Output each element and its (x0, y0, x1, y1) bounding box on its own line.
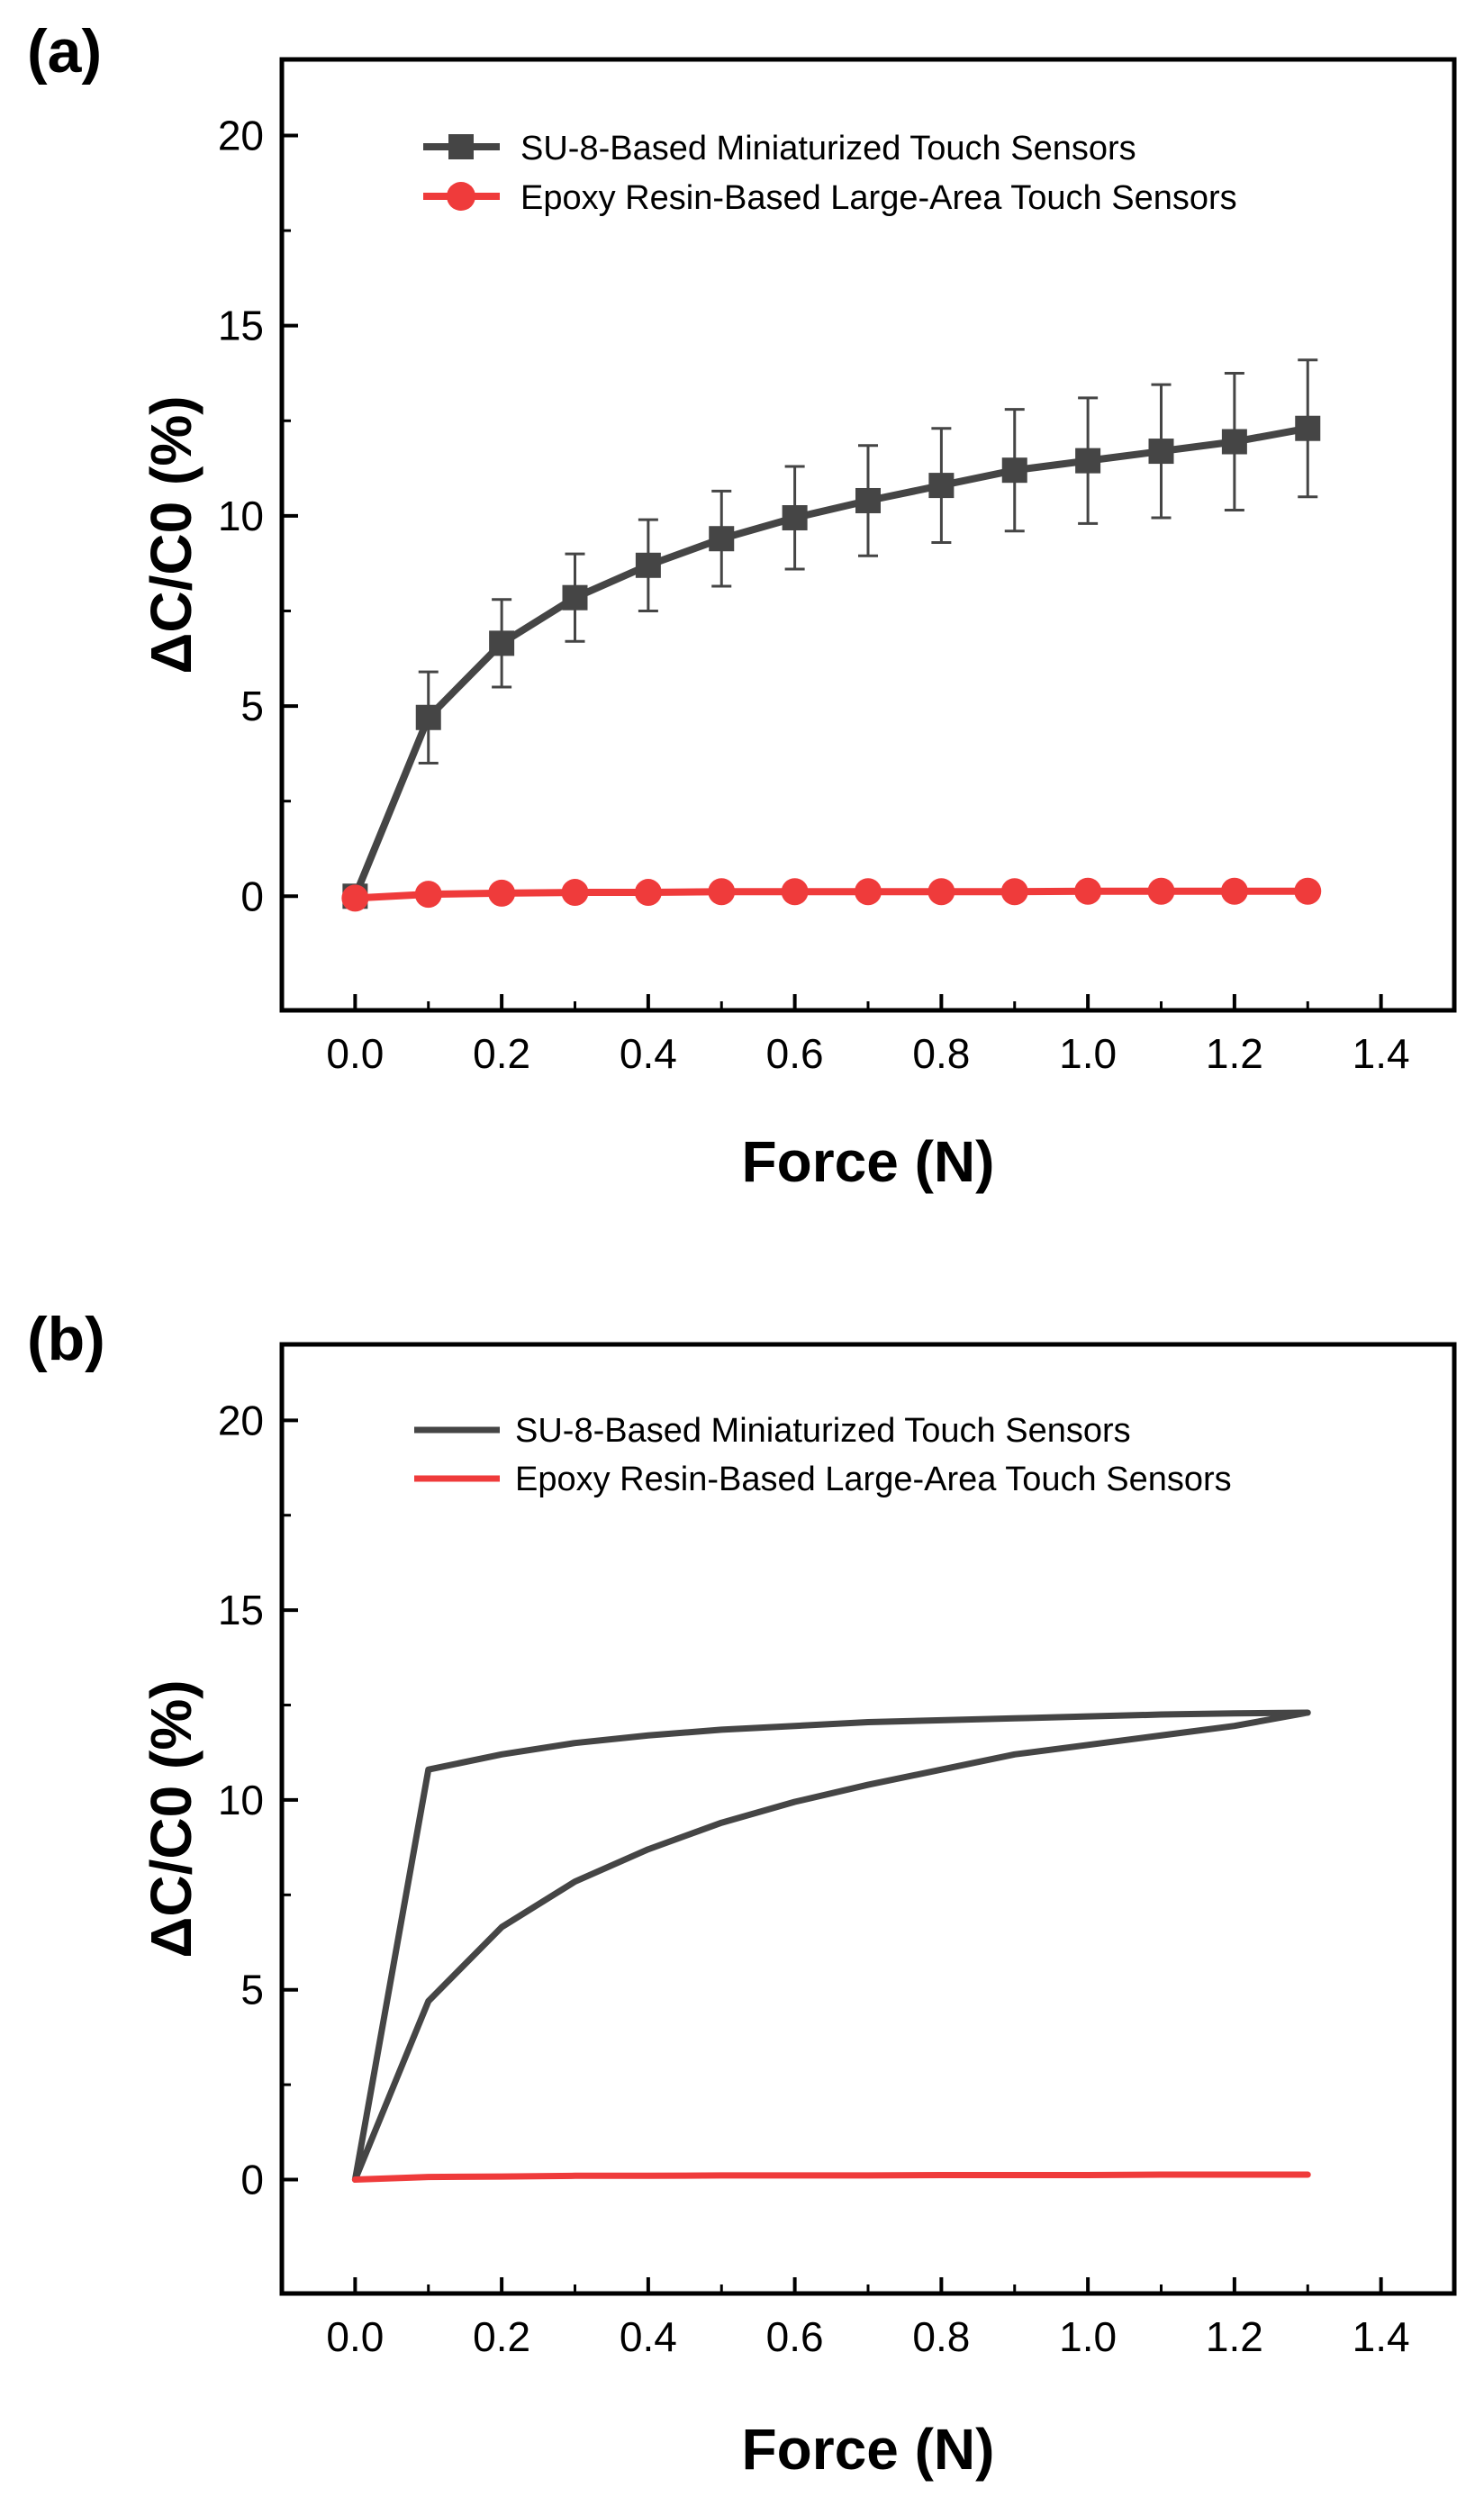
panel-a-y-axis-label: ΔC/C0 (%) (139, 395, 204, 674)
panel-a-series (341, 358, 1322, 912)
panel-a-series-epoxy-point (1000, 878, 1028, 906)
panel-b-x-tick-label: 0.6 (766, 2313, 824, 2360)
panel-b-legend-entry-epoxy: Epoxy Resin-Based Large-Area Touch Senso… (414, 1461, 1232, 1498)
panel-a-x-tick-label: 0.2 (473, 1030, 530, 1077)
panel-a-y-tick-labels: 0 5 10 15 20 (218, 112, 264, 919)
panel-a-x-tick-label: 0.4 (620, 1030, 677, 1077)
panel-a-legend: SU-8-Based Miniaturized Touch Sensors Ep… (423, 130, 1237, 217)
panel-b-series-su8-line (351, 1709, 1311, 2184)
panel-a-series-su8-point (1295, 415, 1321, 441)
panel-a-series-epoxy-point (781, 878, 809, 906)
panel-a-series-su8-point (782, 504, 808, 530)
panel-a-x-tick-label: 1.2 (1206, 1030, 1263, 1077)
panel-a-y-tick-label: 15 (218, 303, 264, 349)
panel-a-series-su8-point (1148, 439, 1174, 465)
panel-a-legend-label-su8: SU-8-Based Miniaturized Touch Sensors (520, 130, 1136, 167)
panel-b-x-axis-label: Force (N) (742, 2417, 995, 2482)
panel-a-series-epoxy-point (561, 879, 589, 907)
panel-a-y-tick-label: 20 (218, 112, 264, 158)
panel-b-x-tick-label: 1.2 (1206, 2313, 1263, 2360)
panel-b-y-tick-label: 5 (240, 1967, 264, 2013)
panel-a-legend-entry-su8: SU-8-Based Miniaturized Touch Sensors (423, 130, 1136, 167)
panel-a-series-epoxy-point (414, 881, 442, 909)
panel-a-label: (a) (27, 17, 102, 86)
panel-a-x-axis-label: Force (N) (742, 1129, 995, 1194)
panel-b-series-epoxy-line (351, 2171, 1311, 2184)
panel-b-legend-label-su8: SU-8-Based Miniaturized Touch Sensors (515, 1412, 1131, 1450)
panel-b-series (351, 1709, 1311, 2184)
panel-a-series-epoxy (341, 877, 1322, 912)
panel-b-y-axis-label: ΔC/C0 (%) (139, 1679, 204, 1958)
panel-a-series-su8-line (351, 424, 1312, 900)
panel-b-x-tick-label: 1.4 (1353, 2313, 1410, 2360)
panel-a-y-tick-label: 10 (218, 493, 264, 539)
panel-a-series-epoxy-point (708, 878, 736, 906)
panel-a-y-tick-label: 5 (240, 683, 264, 729)
panel-a-series-epoxy-point (928, 878, 955, 906)
panel-a-legend-label-epoxy: Epoxy Resin-Based Large-Area Touch Senso… (520, 179, 1237, 217)
panel-b-x-tick-label: 0.4 (620, 2313, 677, 2360)
panel-a-series-su8-point (709, 526, 735, 552)
panel-b-x-tick-label: 0.2 (473, 2313, 530, 2360)
panel-b-y-tick-label: 20 (218, 1397, 264, 1443)
panel-b-series-epoxy (351, 2171, 1311, 2184)
panel-a-series-epoxy-point (341, 884, 369, 912)
panel-b-y-tick-label: 0 (240, 2157, 264, 2203)
panel-b-x-tick-label: 1.0 (1059, 2313, 1117, 2360)
panel-a-series-su8-point (415, 704, 441, 730)
panel-a-series-su8-point (855, 487, 881, 513)
panel-a-series-su8-point (1001, 457, 1027, 484)
panel-a-legend-marker-epoxy (447, 182, 475, 211)
panel-b-y-tick-labels: 0 5 10 15 20 (218, 1397, 264, 2203)
panel-a-series-su8-point (489, 630, 515, 656)
panel-a-series-epoxy-point (634, 879, 662, 907)
panel-b-x-tick-labels: 0.0 0.2 0.4 0.6 0.8 1.0 1.2 1.4 (326, 2313, 1409, 2360)
panel-b-legend-label-epoxy: Epoxy Resin-Based Large-Area Touch Senso… (515, 1461, 1232, 1498)
panel-a: (a) 0.0 0.2 0.4 0.6 0.8 1.0 1.2 1.4 0 5 10 15 20 Fo… (27, 17, 1457, 1194)
panel-a-y-tick-label: 0 (240, 873, 264, 919)
panel-a-legend-marker-su8 (448, 134, 474, 159)
panel-a-series-su8-point (635, 552, 661, 578)
panel-a-series-su8-point (1221, 429, 1247, 455)
panel-b-legend-entry-su8: SU-8-Based Miniaturized Touch Sensors (414, 1412, 1131, 1450)
panel-b-legend: SU-8-Based Miniaturized Touch Sensors Ep… (414, 1412, 1232, 1498)
panel-a-series-su8-point (928, 473, 955, 499)
panel-a-ticks (282, 133, 1383, 1010)
panel-b: (b) 0.0 0.2 0.4 0.6 0.8 1.0 1.2 1.4 0 5 10 15 20 Fo… (27, 1305, 1457, 2482)
panel-b-series-su8 (351, 1709, 1311, 2184)
panel-b-ticks (282, 1418, 1383, 2293)
panel-b-x-tick-label: 0.8 (912, 2313, 970, 2360)
panel-a-series-su8-point (1075, 448, 1101, 474)
panel-b-y-tick-label: 10 (218, 1777, 264, 1823)
panel-b-y-tick-label: 15 (218, 1587, 264, 1633)
panel-a-x-tick-label: 0.6 (766, 1030, 824, 1077)
panel-a-series-epoxy-point (1147, 877, 1175, 905)
panel-a-series-su8 (342, 358, 1321, 909)
panel-a-x-tick-label: 0.0 (326, 1030, 384, 1077)
panel-a-series-epoxy-point (1294, 877, 1322, 905)
panel-a-legend-entry-epoxy: Epoxy Resin-Based Large-Area Touch Senso… (423, 179, 1237, 217)
panel-b-x-tick-label: 0.0 (326, 2313, 384, 2360)
panel-a-x-tick-label: 0.8 (912, 1030, 970, 1077)
panel-a-series-epoxy-point (1220, 877, 1248, 905)
panel-a-x-tick-label: 1.0 (1059, 1030, 1117, 1077)
panel-a-series-epoxy-point (855, 878, 882, 906)
panel-a-x-tick-labels: 0.0 0.2 0.4 0.6 0.8 1.0 1.2 1.4 (326, 1030, 1409, 1077)
panel-a-series-epoxy-point (1074, 877, 1102, 905)
panel-a-series-su8-point (562, 584, 588, 611)
panel-a-series-epoxy-point (488, 879, 516, 907)
panel-b-label: (b) (27, 1305, 105, 1373)
panel-a-x-tick-label: 1.4 (1353, 1030, 1410, 1077)
